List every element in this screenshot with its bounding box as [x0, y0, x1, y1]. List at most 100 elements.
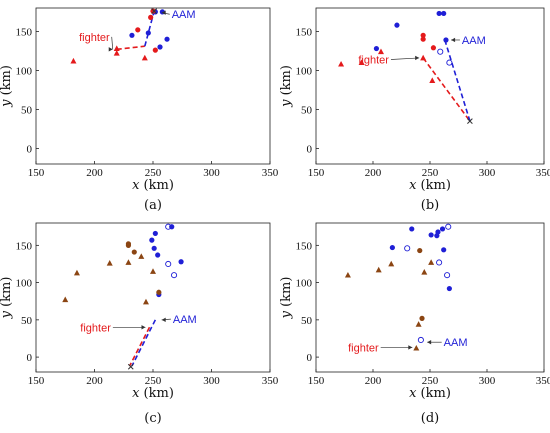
plot-area: [344, 223, 452, 351]
plot-frame: [35, 222, 271, 373]
panel-label: (c): [144, 411, 161, 426]
annotation-arrow-head: [427, 340, 432, 345]
blue-ring-point: [446, 59, 453, 66]
aam-trajectory: [444, 39, 471, 122]
panel-label: (a): [144, 198, 162, 213]
red-target-point: [430, 45, 437, 51]
red-target-point: [420, 32, 426, 38]
fighter-trajectory: [422, 57, 471, 122]
blue-ring-point: [417, 336, 424, 344]
y-tick-label: 50: [21, 104, 33, 116]
panel-4: 150 200 250 300 350 0 50 100 150 x (km) y (km) (d) f…: [279, 222, 550, 426]
x-tick-label: 300: [479, 167, 496, 179]
blue-target-point: [436, 10, 442, 17]
blue-ring-point: [404, 245, 411, 252]
red-target-point: [152, 47, 158, 53]
y-tick-label: 100: [16, 65, 33, 77]
x-tick-label: 350: [536, 167, 550, 179]
x-tick-label: 250: [422, 167, 439, 179]
x-tick-label: 300: [203, 375, 220, 387]
x-tick-label: 250: [422, 375, 439, 387]
annotation-arrow-head: [451, 37, 456, 43]
aam-annotation: AAM: [173, 314, 197, 326]
brown-fighter-point: [138, 253, 145, 259]
fighter-annotation: fighter: [348, 342, 379, 354]
brown-fighter-point: [73, 269, 80, 276]
red-fighter-point: [113, 45, 120, 51]
brown-fighter-point: [142, 298, 149, 305]
x-tick-label: 200: [86, 375, 103, 387]
blue-target-point: [435, 229, 441, 235]
y-axis-label: y (km): [0, 277, 14, 320]
aam-annotation: AAM: [444, 337, 468, 349]
y-axis-label: y (km): [279, 65, 294, 108]
y-tick-label: 100: [296, 278, 313, 290]
plot-frame: [315, 7, 545, 165]
y-tick-label: 150: [16, 26, 33, 38]
blue-target-point: [373, 45, 380, 52]
x-axis-label: x (km): [132, 178, 174, 193]
brown-fighter-point: [344, 271, 351, 278]
y-tick-label: 100: [296, 65, 313, 77]
panel-label: (b): [421, 198, 439, 213]
x-tick-label: 250: [145, 375, 162, 387]
brown-fighter-point: [62, 296, 69, 303]
y-tick-label: 100: [16, 278, 33, 290]
blue-target-point: [439, 226, 446, 232]
brown-target-point: [131, 249, 137, 255]
blue-target-point: [441, 10, 447, 17]
y-tick-label: 0: [307, 143, 313, 155]
intercept-x-marker: [467, 118, 473, 124]
x-axis-label: x (km): [409, 386, 451, 401]
x-tick-label: 200: [86, 167, 103, 179]
y-tick-label: 150: [16, 240, 33, 252]
blue-ring-point: [165, 260, 172, 268]
brown-fighter-point: [428, 259, 435, 265]
plot-area: [70, 8, 170, 64]
panel-label: (d): [421, 411, 439, 426]
red-fighter-point: [358, 59, 365, 65]
blue-target-point: [152, 230, 158, 237]
x-tick-label: 200: [365, 167, 382, 179]
annotation-arrow-head: [161, 10, 166, 15]
blue-target-point: [164, 36, 170, 42]
fighter-trajectory: [116, 45, 145, 51]
y-tick-label: 0: [27, 143, 33, 155]
blue-target-point: [394, 22, 400, 28]
panel-3: 150 200 250 300 350 0 50 100 150 x (km) y (km) (c) f…: [0, 222, 279, 426]
intercept-x-marker: [151, 8, 158, 14]
x-axis-label: x (km): [409, 178, 451, 193]
blue-ring-point: [445, 223, 452, 230]
brown-fighter-point: [388, 260, 395, 267]
y-tick-label: 150: [296, 240, 313, 252]
blue-target-point: [178, 259, 184, 265]
y-tick-label: 50: [301, 104, 313, 116]
fighter-annotation: fighter: [358, 54, 389, 66]
x-tick-label: 150: [28, 375, 45, 387]
blue-target-point: [446, 285, 452, 292]
x-tick-label: 350: [262, 375, 279, 387]
brown-fighter-point: [375, 266, 382, 273]
plot-area: [62, 223, 184, 370]
annotation-arrow-line: [390, 57, 420, 60]
fighter-annotation: fighter: [79, 32, 110, 44]
red-target-point: [135, 27, 141, 33]
brown-fighter-point: [125, 259, 132, 265]
blue-ring-point: [437, 48, 444, 55]
plot-frame: [35, 7, 271, 165]
x-axis-label: x (km): [132, 386, 174, 401]
x-tick-label: 300: [479, 375, 496, 387]
red-fighter-point: [70, 57, 77, 64]
blue-target-point: [149, 237, 155, 243]
blue-target-point: [155, 252, 161, 258]
blue-ring-point: [165, 223, 172, 230]
red-target-point: [150, 8, 156, 14]
red-fighter-point: [141, 54, 148, 61]
y-tick-label: 150: [296, 26, 313, 38]
blue-ring-point: [436, 259, 443, 266]
annotation-arrow-head: [408, 345, 413, 350]
aam-annotation: AAM: [172, 9, 196, 21]
y-tick-label: 0: [27, 352, 33, 364]
y-tick-label: 50: [21, 315, 33, 327]
